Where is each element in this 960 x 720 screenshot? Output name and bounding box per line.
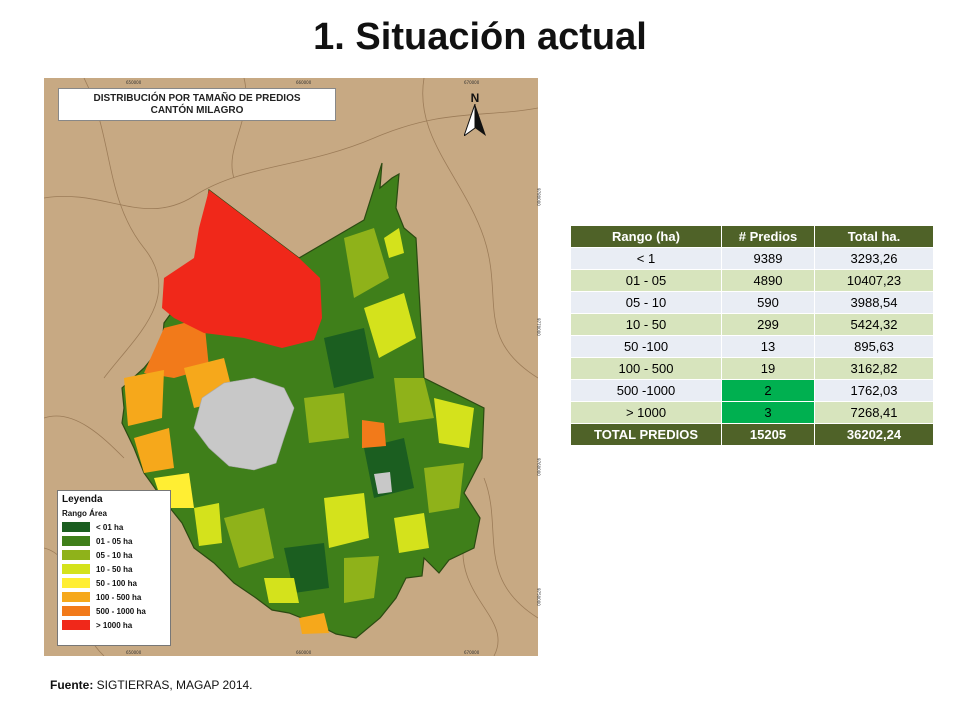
coord-top-1: 650000 [126,80,142,85]
orange-parcel-east [362,420,386,448]
table-total-cell: 36202,24 [814,423,934,446]
legend-swatch [62,578,90,588]
urban-area [193,377,295,471]
table-cell: 500 -1000 [570,379,722,402]
coord-top-3: 670000 [464,80,480,85]
urban-area-east [374,472,392,494]
legend-swatch [62,550,90,560]
legend-title: Leyenda [62,494,103,505]
map-title-line1: DISTRIBUCIÓN POR TAMAÑO DE PREDIOS [93,93,301,104]
table-cell: 7268,41 [814,401,934,424]
legend-swatch [62,522,90,532]
table-cell: > 1000 [570,401,722,424]
table-row: 100 - 500 19 3162,82 [570,357,934,380]
legend-item: 10 - 50 ha [62,562,166,576]
coord-bottom-1: 650000 [126,650,142,655]
map-canvas [43,77,539,657]
legend-label: 10 - 50 ha [96,564,133,574]
table-row: < 1 9389 3293,26 [570,247,934,270]
coord-right-1: 9780000 [536,188,541,206]
table-cell: 10407,23 [814,269,934,292]
table-total-row: TOTAL PREDIOS 15205 36202,24 [570,423,934,446]
legend-items: < 01 ha 01 - 05 ha 05 - 10 ha 10 - 50 ha 50 … [62,520,166,632]
table-cell: 2 [721,379,815,402]
legend-item: > 1000 ha [62,618,166,632]
table-cell: 05 - 10 [570,291,722,314]
header-total-ha: Total ha. [814,225,934,248]
legend-label: < 01 ha [96,522,124,532]
table-cell: 9389 [721,247,815,270]
table-row: 01 - 05 4890 10407,23 [570,269,934,292]
table-cell: 895,63 [814,335,934,358]
table-cell: 10 - 50 [570,313,722,336]
legend-label: 01 - 05 ha [96,536,133,546]
table-cell: 5424,32 [814,313,934,336]
map-title: DISTRIBUCIÓN POR TAMAÑO DE PREDIOS CANTÓ… [58,88,336,121]
legend-item: 50 - 100 ha [62,576,166,590]
legend-swatch [62,536,90,546]
legend-label: 500 - 1000 ha [96,606,146,616]
large-parcel-north [162,190,322,348]
legend-swatch [62,564,90,574]
source-note: Fuente: SIGTIERRAS, MAGAP 2014. [50,678,253,692]
table-header-row: Rango (ha) # Predios Total ha. [570,225,934,248]
legend-label: 50 - 100 ha [96,578,137,588]
legend-item: 01 - 05 ha [62,534,166,548]
legend-swatch [62,606,90,616]
table-body: < 1 9389 3293,26 01 - 05 4890 10407,23 05 - 10… [570,247,934,446]
table-cell: 299 [721,313,815,336]
table-cell: 3 [721,401,815,424]
table-row: > 1000 3 7268,41 [570,401,934,424]
coord-top-2: 660000 [296,80,312,85]
table-cell: 50 -100 [570,335,722,358]
orange-parcel-south [299,613,329,634]
distribution-table: Rango (ha) # Predios Total ha. < 1 9389 32… [570,225,934,446]
legend-subtitle: Rango Área [62,509,107,518]
table-cell: 1762,03 [814,379,934,402]
page-title: 1. Situación actual [313,16,647,58]
table-total-cell: TOTAL PREDIOS [570,423,722,446]
table-row: 500 -1000 2 1762,03 [570,379,934,402]
legend-label: > 1000 ha [96,620,133,630]
map-legend: Leyenda Rango Área < 01 ha 01 - 05 ha 05 -… [57,490,171,646]
coord-bottom-2: 660000 [296,650,312,655]
table-cell: 13 [721,335,815,358]
coord-right-4: 9750000 [536,588,541,606]
table-cell: 590 [721,291,815,314]
table-cell: < 1 [570,247,722,270]
table-row: 10 - 50 299 5424,32 [570,313,934,336]
table-cell: 01 - 05 [570,269,722,292]
table-cell: 3293,26 [814,247,934,270]
legend-label: 05 - 10 ha [96,550,133,560]
table-row: 50 -100 13 895,63 [570,335,934,358]
map-title-line2: CANTÓN MILAGRO [150,105,244,116]
header-rango: Rango (ha) [570,225,722,248]
legend-swatch [62,620,90,630]
table-cell: 3162,82 [814,357,934,380]
legend-item: < 01 ha [62,520,166,534]
legend-item: 500 - 1000 ha [62,604,166,618]
coord-right-2: 9770000 [536,318,541,336]
legend-item: 05 - 10 ha [62,548,166,562]
legend-swatch [62,592,90,602]
header-predios: # Predios [721,225,815,248]
table-row: 05 - 10 590 3988,54 [570,291,934,314]
north-label: N [470,91,480,105]
source-label: Fuente: [50,678,94,692]
coord-right-3: 9760000 [536,458,541,476]
table-cell: 4890 [721,269,815,292]
table-cell: 100 - 500 [570,357,722,380]
table-total-cell: 15205 [721,423,815,446]
north-arrow: N [460,92,490,138]
source-text: SIGTIERRAS, MAGAP 2014. [93,678,253,692]
legend-item: 100 - 500 ha [62,590,166,604]
legend-label: 100 - 500 ha [96,592,142,602]
north-arrow-icon [463,103,486,138]
table-cell: 3988,54 [814,291,934,314]
parcel-texture [194,228,474,603]
table-cell: 19 [721,357,815,380]
coord-bottom-3: 670000 [464,650,480,655]
